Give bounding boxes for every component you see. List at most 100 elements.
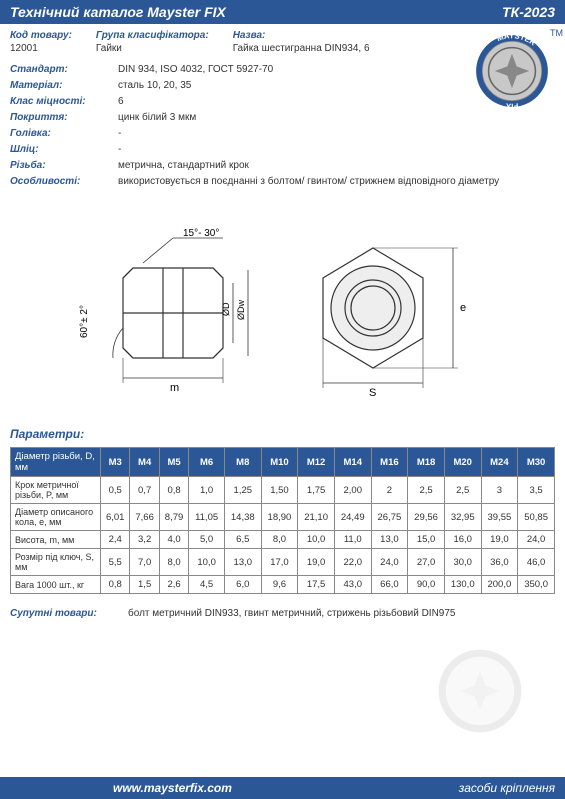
table-size-header: M30 bbox=[518, 448, 555, 477]
svg-text:15°- 30°: 15°- 30° bbox=[183, 228, 219, 239]
table-cell: 1,75 bbox=[298, 477, 335, 504]
table-cell: 3,2 bbox=[130, 531, 159, 549]
table-cell: 7,0 bbox=[130, 549, 159, 576]
table-size-header: M8 bbox=[224, 448, 261, 477]
table-cell: 2,5 bbox=[408, 477, 445, 504]
table-size-header: M14 bbox=[334, 448, 371, 477]
spec-key: Різьба: bbox=[10, 158, 118, 174]
footer-tagline: засоби кріплення bbox=[459, 781, 555, 795]
table-cell: 1,5 bbox=[130, 576, 159, 594]
table-cell: 26,75 bbox=[371, 504, 408, 531]
trademark: TM bbox=[550, 28, 563, 38]
table-cell: 24,49 bbox=[334, 504, 371, 531]
table-cell: 17,5 bbox=[298, 576, 335, 594]
table-row-label: Діаметр описаного кола, e, мм bbox=[11, 504, 101, 531]
svg-text:S: S bbox=[369, 387, 376, 399]
table-row: Вага 1000 шт., кг0,81,52,64,56,09,617,54… bbox=[11, 576, 555, 594]
spec-value: 6 bbox=[118, 94, 124, 110]
spec-row: Покриття:цинк білий 3 мкм bbox=[10, 110, 555, 126]
table-row-label: Вага 1000 шт., кг bbox=[11, 576, 101, 594]
table-cell: 6,01 bbox=[101, 504, 130, 531]
meta-group-label: Група класифікатора: bbox=[96, 30, 209, 41]
table-row-label: Крок метричної різьби, P, мм bbox=[11, 477, 101, 504]
table-cell: 46,0 bbox=[518, 549, 555, 576]
table-size-header: M4 bbox=[130, 448, 159, 477]
table-cell: 2,4 bbox=[101, 531, 130, 549]
meta-code-value: 12001 bbox=[10, 43, 72, 54]
table-cell: 14,38 bbox=[224, 504, 261, 531]
table-cell: 6,0 bbox=[224, 576, 261, 594]
svg-text:m: m bbox=[170, 382, 179, 394]
table-cell: 4,0 bbox=[159, 531, 188, 549]
table-size-header: M24 bbox=[481, 448, 518, 477]
table-size-header: M18 bbox=[408, 448, 445, 477]
table-cell: 66,0 bbox=[371, 576, 408, 594]
spec-value: використовується в поєднанні з болтом/ г… bbox=[118, 174, 499, 190]
table-cell: 30,0 bbox=[444, 549, 481, 576]
table-cell: 24,0 bbox=[371, 549, 408, 576]
table-cell: 5,5 bbox=[101, 549, 130, 576]
spec-row: Особливості:використовується в поєднанні… bbox=[10, 174, 555, 190]
table-cell: 11,0 bbox=[334, 531, 371, 549]
table-cell: 1,25 bbox=[224, 477, 261, 504]
table-row-label: Розмір під ключ, S, мм bbox=[11, 549, 101, 576]
table-cell: 2,5 bbox=[444, 477, 481, 504]
table-cell: 3,5 bbox=[518, 477, 555, 504]
table-size-header: M6 bbox=[189, 448, 225, 477]
table-row: Діаметр описаного кола, e, мм6,017,668,7… bbox=[11, 504, 555, 531]
table-cell: 1,0 bbox=[189, 477, 225, 504]
table-size-header: M10 bbox=[261, 448, 298, 477]
table-cell: 16,0 bbox=[444, 531, 481, 549]
table-cell: 32,95 bbox=[444, 504, 481, 531]
footer-url: www.maysterfix.com bbox=[113, 781, 232, 795]
spec-value: - bbox=[118, 126, 121, 142]
table-row: Висота, m, мм2,43,24,05,06,58,010,011,01… bbox=[11, 531, 555, 549]
svg-text:ØDw: ØDw bbox=[236, 300, 246, 321]
table-cell: 50,85 bbox=[518, 504, 555, 531]
table-cell: 36,0 bbox=[481, 549, 518, 576]
parameters-table: Діаметр різьби, D, ммM3M4M5M6M8M10M12M14… bbox=[10, 447, 555, 594]
related-label: Супутні товари: bbox=[10, 608, 118, 619]
table-cell: 19,0 bbox=[298, 549, 335, 576]
brand-logo: MAYSTER FIX bbox=[473, 32, 551, 110]
technical-diagram: 15°- 30° 60°± 2° m ØD ØDw S e bbox=[0, 190, 565, 421]
table-cell: 2,00 bbox=[334, 477, 371, 504]
table-cell: 27,0 bbox=[408, 549, 445, 576]
table-cell: 17,0 bbox=[261, 549, 298, 576]
meta-name-label: Назва: bbox=[233, 30, 370, 41]
table-cell: 8,0 bbox=[159, 549, 188, 576]
svg-text:FIX: FIX bbox=[505, 101, 519, 110]
spec-value: DIN 934, ISO 4032, ГОСТ 5927-70 bbox=[118, 62, 273, 78]
meta-code-label: Код товару: bbox=[10, 30, 72, 41]
spec-value: метрична, стандартний крок bbox=[118, 158, 249, 174]
spec-row: Різьба:метрична, стандартний крок bbox=[10, 158, 555, 174]
spec-key: Шліц: bbox=[10, 142, 118, 158]
header-bar: Технічний каталог Mayster FIX ТК-2023 bbox=[0, 0, 565, 24]
table-corner: Діаметр різьби, D, мм bbox=[11, 448, 101, 477]
table-row: Крок метричної різьби, P, мм0,50,70,81,0… bbox=[11, 477, 555, 504]
related-value: болт метричний DIN933, гвинт метричний, … bbox=[128, 608, 456, 619]
table-size-header: M5 bbox=[159, 448, 188, 477]
table-cell: 22,0 bbox=[334, 549, 371, 576]
table-size-header: M16 bbox=[371, 448, 408, 477]
table-cell: 13,0 bbox=[224, 549, 261, 576]
table-cell: 4,5 bbox=[189, 576, 225, 594]
table-cell: 130,0 bbox=[444, 576, 481, 594]
table-cell: 21,10 bbox=[298, 504, 335, 531]
table-cell: 11,05 bbox=[189, 504, 225, 531]
table-cell: 10,0 bbox=[189, 549, 225, 576]
table-cell: 0,5 bbox=[101, 477, 130, 504]
table-cell: 3 bbox=[481, 477, 518, 504]
spec-key: Клас міцності: bbox=[10, 94, 118, 110]
table-cell: 13,0 bbox=[371, 531, 408, 549]
table-cell: 19,0 bbox=[481, 531, 518, 549]
watermark-logo bbox=[435, 646, 525, 739]
spec-row: Шліц:- bbox=[10, 142, 555, 158]
parameters-label: Параметри: bbox=[0, 421, 565, 447]
spec-key: Особливості: bbox=[10, 174, 118, 190]
table-cell: 7,66 bbox=[130, 504, 159, 531]
table-cell: 24,0 bbox=[518, 531, 555, 549]
table-cell: 0,8 bbox=[101, 576, 130, 594]
meta-name-value: Гайка шестигранна DIN934, 6 bbox=[233, 43, 370, 54]
table-cell: 6,5 bbox=[224, 531, 261, 549]
